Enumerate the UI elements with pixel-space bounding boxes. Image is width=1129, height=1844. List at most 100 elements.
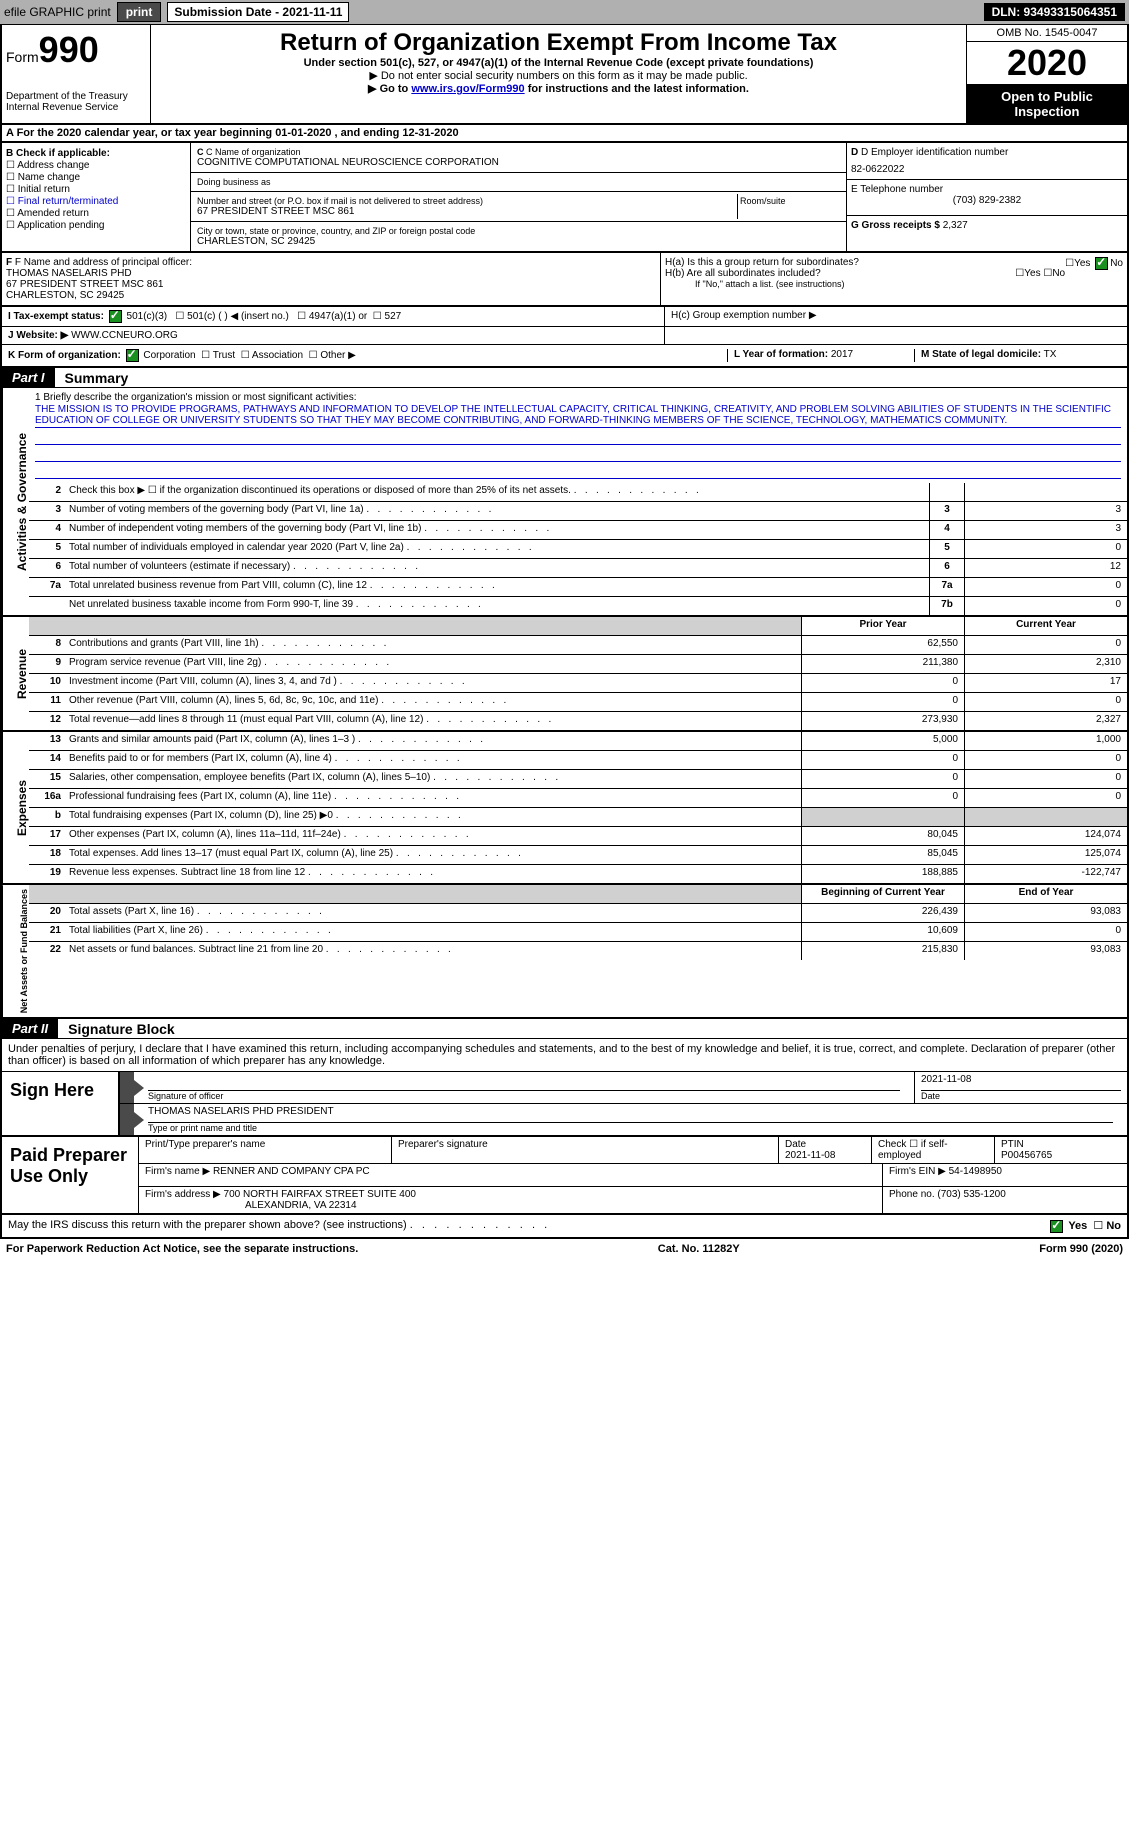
h-a: H(a) Is this a group return for subordin… <box>665 257 1123 268</box>
table-row: 6Total number of volunteers (estimate if… <box>29 559 1127 578</box>
entity-block: B Check if applicable: Address change Na… <box>0 143 1129 253</box>
vert-governance: Activities & Governance <box>2 388 29 615</box>
officer-row: F F Name and address of principal office… <box>0 253 1129 307</box>
row-j: J Website: ▶ WWW.CCNEURO.ORG <box>0 327 1129 345</box>
omb-number: OMB No. 1545-0047 <box>967 25 1127 42</box>
col-b: B Check if applicable: Address change Na… <box>2 143 191 251</box>
signature-block: Under penalties of perjury, I declare th… <box>0 1039 1129 1137</box>
declaration: Under penalties of perjury, I declare th… <box>2 1039 1127 1071</box>
city: CHARLESTON, SC 29425 <box>197 236 840 247</box>
firm-phone: (703) 535-1200 <box>937 1189 1005 1200</box>
mission-text: THE MISSION IS TO PROVIDE PROGRAMS, PATH… <box>35 403 1121 428</box>
prep-date: 2021-11-08 <box>785 1150 835 1161</box>
form-title: Return of Organization Exempt From Incom… <box>155 29 962 57</box>
table-row: 18Total expenses. Add lines 13–17 (must … <box>29 846 1127 865</box>
table-row: 14Benefits paid to or for members (Part … <box>29 751 1127 770</box>
vert-revenue: Revenue <box>2 617 29 730</box>
current-year-header: Current Year <box>964 617 1127 635</box>
row-k: K Form of organization: Corporation ☐ Tr… <box>0 345 1129 368</box>
dba-label: Doing business as <box>195 175 842 189</box>
street: 67 PRESIDENT STREET MSC 861 <box>197 206 735 217</box>
table-row: 3Number of voting members of the governi… <box>29 502 1127 521</box>
domicile: TX <box>1044 349 1057 360</box>
ein: 82-0622022 <box>851 164 1123 175</box>
chk-yes[interactable] <box>1050 1220 1063 1233</box>
tax-year: 2020 <box>967 42 1127 85</box>
prior-year-header: Prior Year <box>801 617 964 635</box>
subtitle-2: ▶ Do not enter social security numbers o… <box>155 69 962 82</box>
arrow-icon <box>120 1072 134 1103</box>
subtitle-1: Under section 501(c), 527, or 4947(a)(1)… <box>155 57 962 69</box>
inspection-label: Open to Public Inspection <box>967 85 1127 123</box>
chk-corp[interactable] <box>126 349 139 362</box>
table-row: 16aProfessional fundraising fees (Part I… <box>29 789 1127 808</box>
firm-addr2: ALEXANDRIA, VA 22314 <box>145 1200 357 1211</box>
firm-ein: 54-1498950 <box>949 1166 1002 1177</box>
chk-501c3[interactable] <box>109 310 122 323</box>
print-button[interactable]: print <box>117 2 162 22</box>
h-b: H(b) Are all subordinates included? ☐Yes… <box>665 268 1123 279</box>
irs-link[interactable]: www.irs.gov/Form990 <box>411 83 524 95</box>
expenses-section: Expenses 13Grants and similar amounts pa… <box>0 732 1129 885</box>
table-row: 19Revenue less expenses. Subtract line 1… <box>29 865 1127 883</box>
table-row: 15Salaries, other compensation, employee… <box>29 770 1127 789</box>
phone: (703) 829-2382 <box>851 195 1123 206</box>
table-row: 17Other expenses (Part IX, column (A), l… <box>29 827 1127 846</box>
revenue-section: Revenue Prior Year Current Year 8Contrib… <box>0 617 1129 732</box>
footer: For Paperwork Reduction Act Notice, see … <box>0 1239 1129 1259</box>
preparer-label: Paid Preparer Use Only <box>2 1137 138 1213</box>
room-label: Room/suite <box>738 194 842 219</box>
table-row: bTotal fundraising expenses (Part IX, co… <box>29 808 1127 827</box>
begin-year-header: Beginning of Current Year <box>801 885 964 903</box>
table-row: 5Total number of individuals employed in… <box>29 540 1127 559</box>
form-number: Form990 <box>6 29 146 71</box>
dept-label: Department of the Treasury <box>6 91 146 102</box>
table-row: 10Investment income (Part VIII, column (… <box>29 674 1127 693</box>
chk-name[interactable]: Name change <box>6 172 186 183</box>
efile-label: efile GRAPHIC print <box>4 5 111 19</box>
chk-initial[interactable]: Initial return <box>6 184 186 195</box>
part-2-header: Part II Signature Block <box>0 1019 1129 1039</box>
chk-address[interactable]: Address change <box>6 160 186 171</box>
chk-pending[interactable]: Application pending <box>6 220 186 231</box>
irs-label: Internal Revenue Service <box>6 102 146 113</box>
ptin: P00456765 <box>1001 1150 1052 1161</box>
self-employed: Check ☐ if self-employed <box>872 1137 995 1163</box>
table-row: 12Total revenue—add lines 8 through 11 (… <box>29 712 1127 730</box>
table-row: 11Other revenue (Part VIII, column (A), … <box>29 693 1127 712</box>
col-c: C C Name of organization COGNITIVE COMPU… <box>191 143 846 251</box>
table-row: 8Contributions and grants (Part VIII, li… <box>29 636 1127 655</box>
mission-label: 1 Briefly describe the organization's mi… <box>35 392 1121 403</box>
sign-here-label: Sign Here <box>2 1072 118 1135</box>
vert-net: Net Assets or Fund Balances <box>2 885 29 1017</box>
firm-addr1: 700 NORTH FAIRFAX STREET SUITE 400 <box>224 1189 416 1200</box>
net-section: Net Assets or Fund Balances Beginning of… <box>0 885 1129 1019</box>
col-d: D D Employer identification number 82-06… <box>846 143 1127 251</box>
year-formation: 2017 <box>831 349 853 360</box>
chk-amended[interactable]: Amended return <box>6 208 186 219</box>
h-c: H(c) Group exemption number ▶ <box>665 307 1127 326</box>
table-row: 7aTotal unrelated business revenue from … <box>29 578 1127 597</box>
officer-sig-name: THOMAS NASELARIS PHD PRESIDENT <box>148 1106 1113 1123</box>
table-row: 4Number of independent voting members of… <box>29 521 1127 540</box>
dln: DLN: 93493315064351 <box>984 3 1125 21</box>
website: WWW.CCNEURO.ORG <box>71 330 178 341</box>
vert-expenses: Expenses <box>2 732 29 883</box>
cat-no: Cat. No. 11282Y <box>658 1243 740 1255</box>
sig-date: 2021-11-08 <box>921 1074 1121 1091</box>
arrow-icon <box>120 1104 134 1135</box>
table-row: 9Program service revenue (Part VIII, lin… <box>29 655 1127 674</box>
form-header: Form990 Department of the Treasury Inter… <box>0 24 1129 125</box>
may-irs-row: May the IRS discuss this return with the… <box>0 1215 1129 1239</box>
table-row: 22Net assets or fund balances. Subtract … <box>29 942 1127 960</box>
table-row: 21Total liabilities (Part X, line 26)10,… <box>29 923 1127 942</box>
submission-date: Submission Date - 2021-11-11 <box>167 2 349 22</box>
table-row: Net unrelated business taxable income fr… <box>29 597 1127 615</box>
preparer-block: Paid Preparer Use Only Print/Type prepar… <box>0 1137 1129 1215</box>
end-year-header: End of Year <box>964 885 1127 903</box>
table-row: 13Grants and similar amounts paid (Part … <box>29 732 1127 751</box>
form-ref: Form 990 (2020) <box>1039 1243 1123 1255</box>
org-name: COGNITIVE COMPUTATIONAL NEUROSCIENCE COR… <box>197 157 840 168</box>
chk-final[interactable]: Final return/terminated <box>6 196 186 207</box>
top-bar: efile GRAPHIC print print Submission Dat… <box>0 0 1129 24</box>
